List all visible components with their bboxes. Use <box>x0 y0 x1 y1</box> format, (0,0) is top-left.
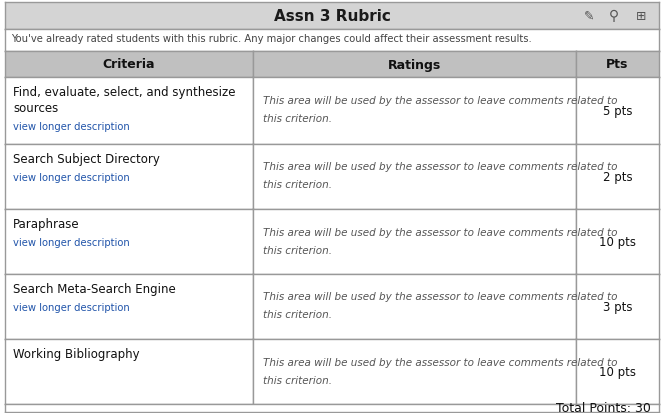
Text: This area will be used by the assessor to leave comments related to: This area will be used by the assessor t… <box>263 162 618 172</box>
Text: Criteria: Criteria <box>103 58 155 71</box>
Text: ✎: ✎ <box>584 10 595 23</box>
Text: view longer description: view longer description <box>13 237 130 247</box>
Text: 2 pts: 2 pts <box>602 171 632 183</box>
Text: Assn 3 Rubric: Assn 3 Rubric <box>273 9 390 24</box>
Text: Search Subject Directory: Search Subject Directory <box>13 153 160 166</box>
Text: This area will be used by the assessor to leave comments related to: This area will be used by the assessor t… <box>263 227 618 237</box>
Text: Ratings: Ratings <box>388 58 441 71</box>
Text: 5 pts: 5 pts <box>602 105 632 118</box>
Text: this criterion.: this criterion. <box>263 375 332 385</box>
Text: this criterion.: this criterion. <box>263 180 332 190</box>
Text: sources: sources <box>13 102 59 115</box>
Text: view longer description: view longer description <box>13 173 130 183</box>
Text: This area will be used by the assessor to leave comments related to: This area will be used by the assessor t… <box>263 357 618 367</box>
Text: Find, evaluate, select, and synthesize: Find, evaluate, select, and synthesize <box>13 86 235 99</box>
Text: Paraphrase: Paraphrase <box>13 218 80 230</box>
Text: 10 pts: 10 pts <box>599 235 636 248</box>
Text: Total Points: 30: Total Points: 30 <box>556 401 651 413</box>
Text: Search Meta-Search Engine: Search Meta-Search Engine <box>13 282 176 295</box>
Text: Working Bibliography: Working Bibliography <box>13 347 140 360</box>
Text: This area will be used by the assessor to leave comments related to: This area will be used by the assessor t… <box>263 292 618 302</box>
Text: This area will be used by the assessor to leave comments related to: This area will be used by the assessor t… <box>263 96 618 106</box>
Text: view longer description: view longer description <box>13 122 130 132</box>
Text: view longer description: view longer description <box>13 302 130 312</box>
Text: this criterion.: this criterion. <box>263 245 332 255</box>
Text: ⊞: ⊞ <box>636 10 646 23</box>
Text: ⚲: ⚲ <box>609 9 619 24</box>
Text: 3 pts: 3 pts <box>602 300 632 313</box>
Text: 10 pts: 10 pts <box>599 365 636 378</box>
Text: Pts: Pts <box>606 58 628 71</box>
Text: You've already rated students with this rubric. Any major changes could affect t: You've already rated students with this … <box>11 34 532 44</box>
Text: this criterion.: this criterion. <box>263 310 332 320</box>
Text: this criterion.: this criterion. <box>263 114 332 124</box>
